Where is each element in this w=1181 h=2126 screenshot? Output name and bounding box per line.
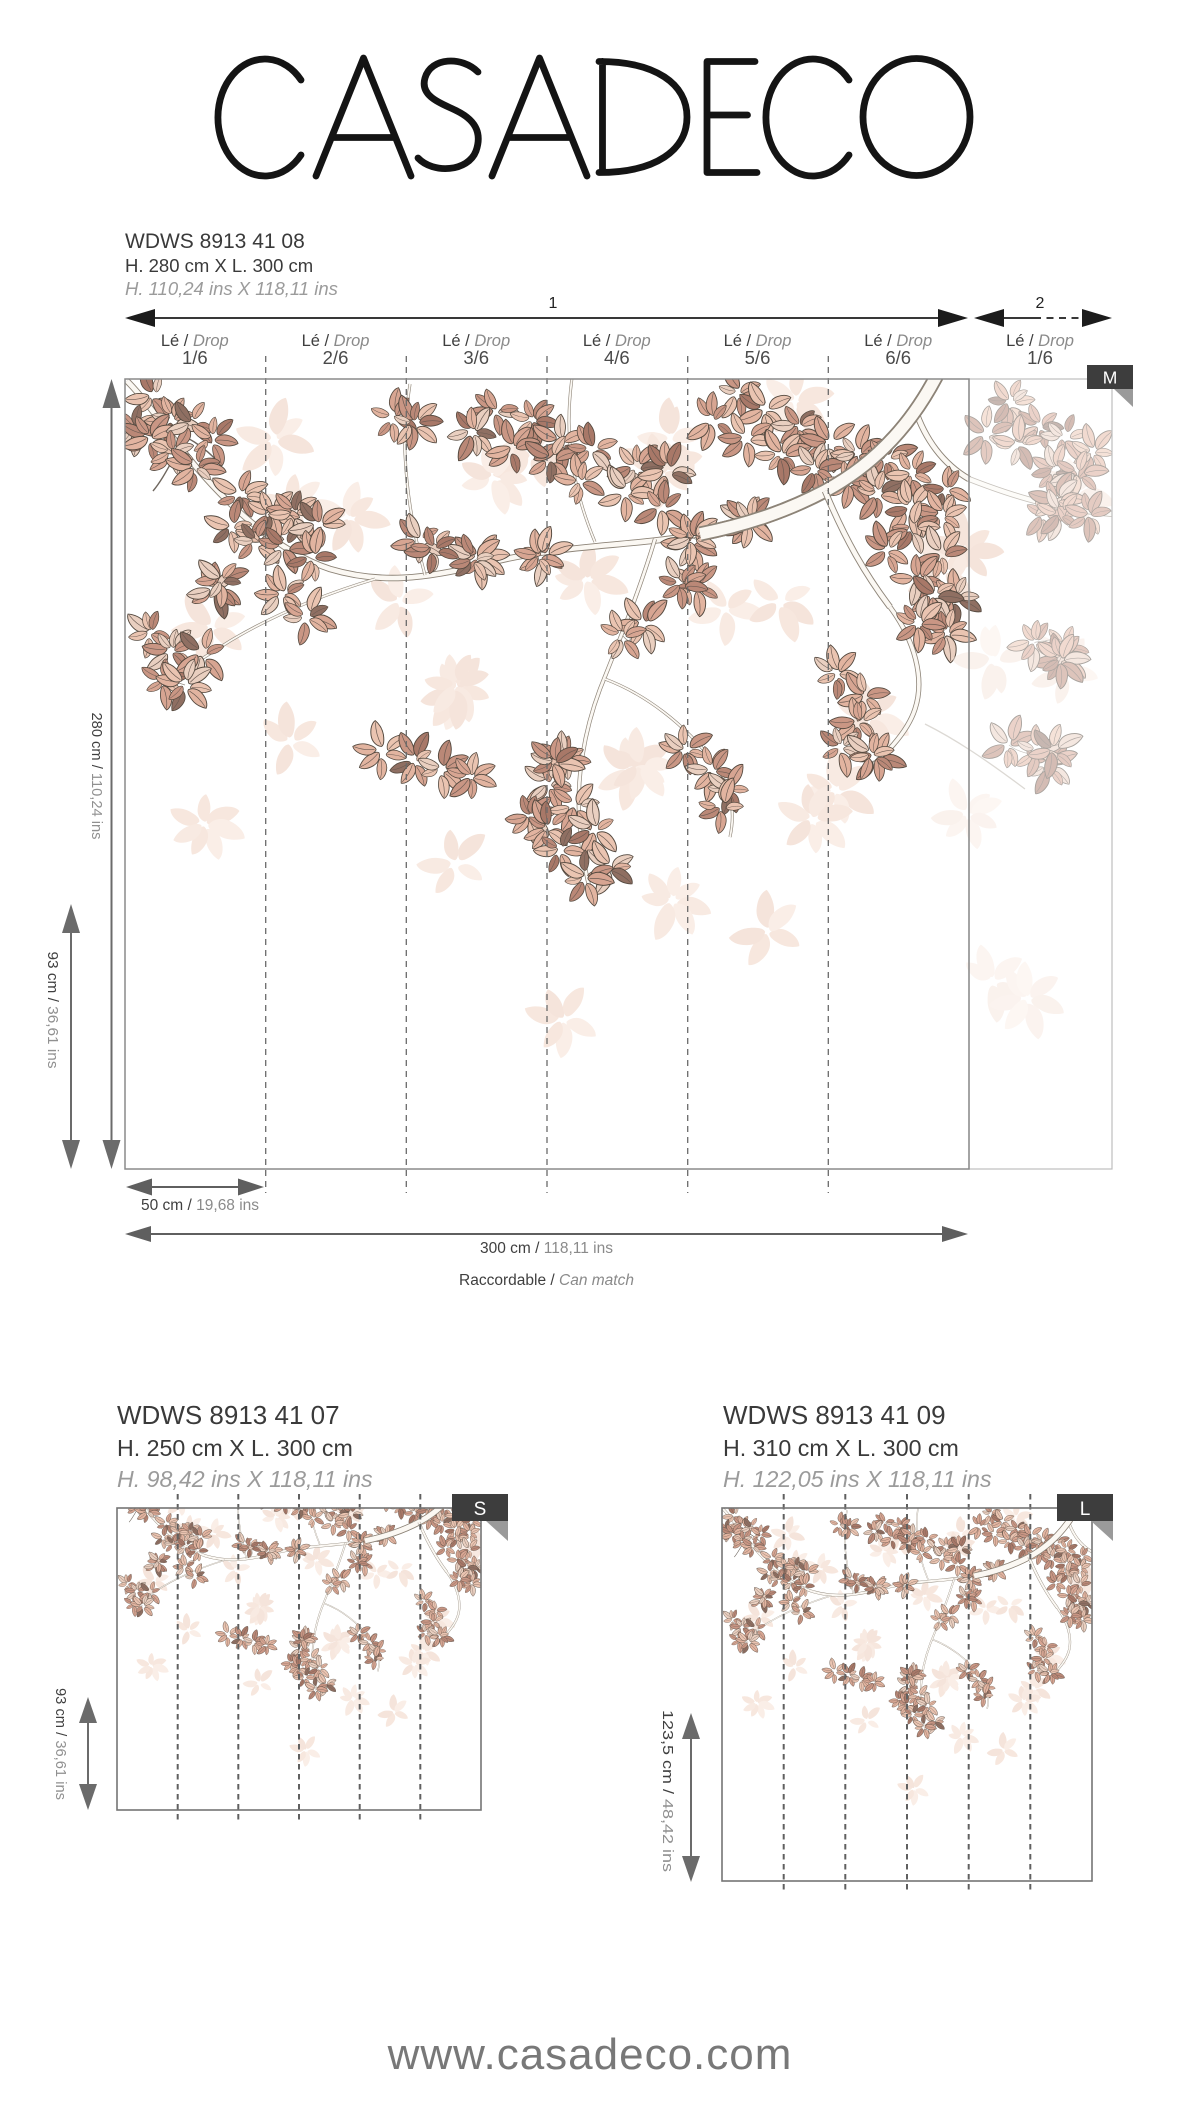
- svg-text:3/6: 3/6: [463, 347, 489, 368]
- svg-text:H. 310 cm X L. 300 cm: H. 310 cm X L. 300 cm: [723, 1435, 959, 1461]
- svg-text:H. 98,42 ins X 118,11 ins: H. 98,42 ins X 118,11 ins: [117, 1466, 373, 1492]
- svg-text:WDWS 8913 41 07: WDWS 8913 41 07: [117, 1400, 340, 1430]
- svg-text:300 cm / 118,11 ins: 300 cm / 118,11 ins: [480, 1240, 613, 1257]
- svg-text:M: M: [1103, 368, 1118, 388]
- svg-text:Lé / Drop: Lé / Drop: [442, 332, 510, 350]
- svg-text:93 cm / 36,61 ins: 93 cm / 36,61 ins: [52, 1688, 68, 1800]
- svg-text:123,5 cm / 48,42 ins: 123,5 cm / 48,42 ins: [659, 1710, 675, 1872]
- svg-text:5/6: 5/6: [745, 347, 771, 368]
- svg-text:Raccordable / Can match: Raccordable / Can match: [459, 1272, 634, 1289]
- svg-text:280 cm / 110,24 ins: 280 cm / 110,24 ins: [88, 713, 104, 840]
- svg-text:Lé / Drop: Lé / Drop: [724, 332, 792, 350]
- svg-text:www.casadeco.com: www.casadeco.com: [387, 2030, 793, 2079]
- svg-text:93 cm / 36,61 ins: 93 cm / 36,61 ins: [44, 952, 60, 1069]
- svg-text:S: S: [474, 1499, 487, 1520]
- svg-text:H. 110,24 ins X 118,11 ins: H. 110,24 ins X 118,11 ins: [125, 278, 338, 299]
- svg-text:Lé / Drop: Lé / Drop: [1006, 332, 1074, 350]
- svg-text:Lé / Drop: Lé / Drop: [864, 332, 932, 350]
- svg-text:1: 1: [549, 295, 558, 312]
- svg-text:2: 2: [1036, 295, 1045, 312]
- svg-text:H. 280 cm X L. 300 cm: H. 280 cm X L. 300 cm: [125, 255, 313, 276]
- svg-text:2/6: 2/6: [323, 347, 349, 368]
- svg-text:Lé / Drop: Lé / Drop: [161, 332, 229, 350]
- svg-text:WDWS 8913 41 08: WDWS 8913 41 08: [125, 230, 305, 253]
- svg-text:1/6: 1/6: [1027, 347, 1053, 368]
- svg-text:H. 250 cm X L. 300 cm: H. 250 cm X L. 300 cm: [117, 1435, 353, 1461]
- svg-text:50 cm / 19,68 ins: 50 cm / 19,68 ins: [141, 1197, 259, 1214]
- svg-text:4/6: 4/6: [604, 347, 630, 368]
- svg-text:L: L: [1080, 1499, 1091, 1520]
- svg-text:1/6: 1/6: [182, 347, 208, 368]
- svg-text:WDWS 8913 41 09: WDWS 8913 41 09: [723, 1400, 946, 1430]
- svg-text:H. 122,05 ins X 118,11 ins: H. 122,05 ins X 118,11 ins: [723, 1466, 992, 1492]
- svg-text:Lé / Drop: Lé / Drop: [583, 332, 651, 350]
- svg-text:6/6: 6/6: [885, 347, 911, 368]
- svg-text:Lé / Drop: Lé / Drop: [302, 332, 370, 350]
